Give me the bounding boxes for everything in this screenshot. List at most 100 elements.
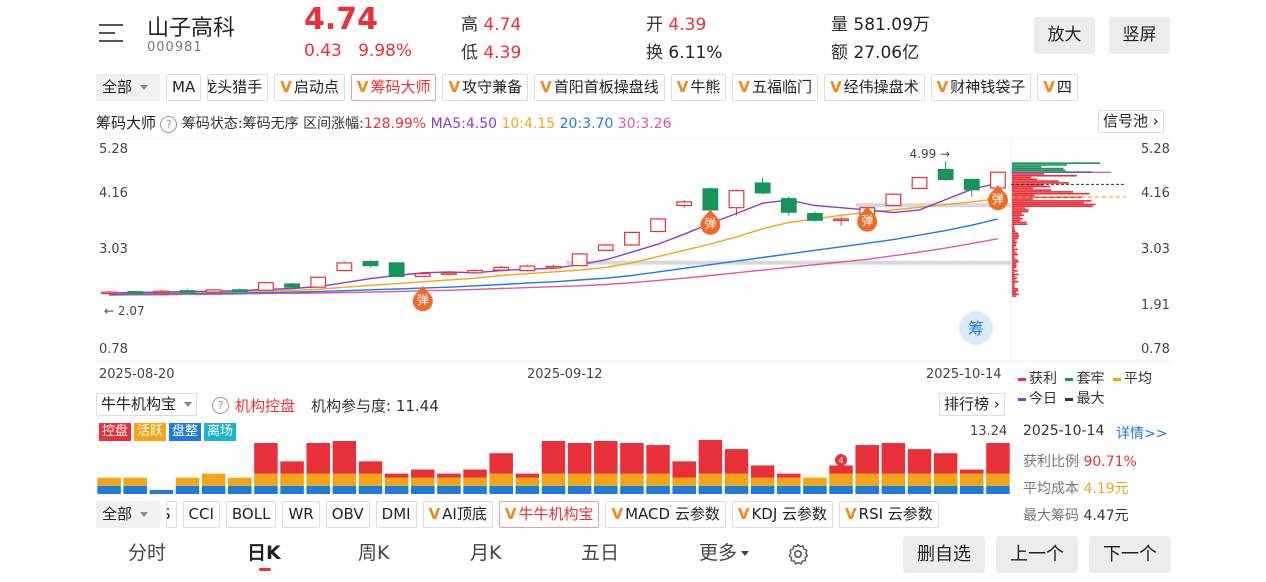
tab-monthly-k[interactable]: 月K bbox=[470, 538, 501, 565]
portrait-button[interactable]: 竖屏 bbox=[1109, 17, 1170, 54]
control-bar bbox=[672, 461, 696, 477]
sub-indicator-chip-label: KDJ 云参数 bbox=[751, 505, 827, 523]
tab-timeshare[interactable]: 分时 bbox=[128, 538, 166, 565]
indicator-chip-6[interactable]: V 首阳首板操盘线 bbox=[534, 74, 665, 101]
sub-indicator-select[interactable]: 牛牛机构宝 bbox=[96, 393, 197, 416]
chip-bar bbox=[1012, 220, 1021, 222]
active-bar bbox=[176, 478, 200, 486]
indicator-chip-0[interactable]: 全部 bbox=[96, 74, 160, 101]
institution-tags: 控盘 活跃 盘整 离场 bbox=[99, 423, 239, 441]
candle bbox=[598, 245, 613, 250]
help-icon[interactable]: ? bbox=[160, 116, 177, 133]
chip-bar bbox=[1012, 295, 1016, 297]
chip-bar bbox=[1012, 162, 1100, 164]
candle bbox=[232, 290, 247, 292]
indicator-chip-label: 启动点 bbox=[294, 78, 339, 96]
sub-indicator-chip-0[interactable]: 全部 bbox=[96, 501, 160, 528]
sub-indicator-chip-5[interactable]: OBV bbox=[326, 501, 370, 528]
previous-stock-button[interactable]: 上一个 bbox=[996, 536, 1078, 573]
rebound-badge: 弹 bbox=[413, 286, 433, 311]
rank-button[interactable]: 排行榜 › bbox=[939, 393, 1005, 416]
candle bbox=[938, 170, 953, 180]
chip-bar bbox=[1012, 227, 1015, 229]
active-bar bbox=[97, 478, 121, 486]
sub-indicator-chip-6[interactable]: DMI bbox=[376, 501, 417, 528]
indicator-chip-2[interactable]: 龙头猎手 bbox=[207, 74, 268, 101]
next-stock-button[interactable]: 下一个 bbox=[1089, 536, 1171, 573]
indicator-chip-5[interactable]: V 攻守兼备 bbox=[442, 74, 528, 101]
indicator-chip-4[interactable]: V 筹码大师 bbox=[351, 74, 437, 101]
active-bar bbox=[463, 478, 487, 486]
control-bar bbox=[516, 474, 540, 478]
institution-participation: 机构参与度: 11.44 bbox=[311, 395, 439, 416]
sub-indicator-chip-8[interactable]: V 牛牛机构宝 bbox=[499, 501, 600, 528]
rebound-badge: 弹 bbox=[700, 210, 720, 235]
chip-bar bbox=[1012, 223, 1027, 225]
indicator-chip-1[interactable]: MA bbox=[166, 74, 201, 101]
control-bar bbox=[725, 449, 749, 473]
detail-link[interactable]: 详情>> bbox=[1116, 423, 1167, 443]
indicator-chip-10[interactable]: V 财神钱袋子 bbox=[931, 74, 1032, 101]
main-indicator-info: 筹码大师 ? 筹码状态:筹码无序 区间涨幅:128.99% MA5:4.50 1… bbox=[96, 112, 671, 133]
vip-v-icon: V bbox=[611, 505, 623, 523]
institution-bar-chart[interactable]: 4 bbox=[96, 440, 1011, 496]
institution-marker-label: 4 bbox=[839, 456, 844, 465]
sub-indicator-chip-2[interactable]: CCI bbox=[183, 501, 220, 528]
indicator-chip-9[interactable]: V 经伟操盘术 bbox=[824, 74, 925, 101]
indicator-chip-label: 牛熊 bbox=[690, 78, 720, 96]
institution-tag-1: 活跃 bbox=[134, 423, 166, 441]
chip-bar bbox=[1012, 277, 1017, 279]
active-bar bbox=[228, 478, 252, 486]
sub-indicator-chip-3[interactable]: BOLL bbox=[226, 501, 277, 528]
sub-indicator-chip-label: BOLL bbox=[232, 505, 271, 523]
sub-indicator-chip-9[interactable]: V MACD 云参数 bbox=[605, 501, 725, 528]
tab-daily-k[interactable]: 日K bbox=[247, 538, 281, 565]
chip-bar bbox=[1012, 243, 1016, 245]
consolidate-bar bbox=[568, 486, 592, 494]
menu-icon[interactable] bbox=[99, 24, 123, 44]
candle bbox=[102, 292, 117, 294]
date-axis-mid: 2025-09-12 bbox=[527, 367, 603, 382]
sub-indicator-chip-10[interactable]: V KDJ 云参数 bbox=[732, 501, 833, 528]
stock-code: 000981 bbox=[147, 40, 203, 55]
indicator-chip-7[interactable]: V 牛熊 bbox=[671, 74, 727, 101]
sub-indicator-chip-4[interactable]: WR bbox=[282, 501, 319, 528]
active-bar bbox=[568, 474, 592, 486]
active-bar bbox=[829, 474, 853, 486]
indicator-name[interactable]: 筹码大师 bbox=[96, 114, 156, 132]
rebound-badge-label: 弹 bbox=[417, 293, 429, 307]
control-bar bbox=[855, 445, 879, 474]
settings-gear-icon[interactable] bbox=[786, 542, 810, 566]
sub-indicator-chip-1[interactable]: S bbox=[166, 501, 177, 528]
active-bar bbox=[411, 478, 435, 486]
tab-five-day[interactable]: 五日 bbox=[581, 538, 619, 565]
chip-bar bbox=[1012, 211, 1028, 213]
indicator-chip-3[interactable]: V 启动点 bbox=[274, 74, 345, 101]
price-change: 0.43 9.98% bbox=[304, 41, 412, 61]
chip-bar bbox=[1012, 261, 1019, 263]
signal-pool-button[interactable]: 信号池 › bbox=[1098, 110, 1164, 133]
control-bar bbox=[699, 440, 723, 474]
remove-watchlist-button[interactable]: 删自选 bbox=[903, 536, 985, 573]
low-stat: 低 4.39 bbox=[461, 38, 521, 63]
high-stat: 高 4.74 bbox=[461, 10, 521, 35]
consolidate-bar bbox=[97, 486, 121, 494]
sub-help-icon[interactable]: ? bbox=[212, 397, 229, 414]
candle bbox=[128, 292, 143, 294]
candlestick-chart[interactable]: 4.99 →← 2.07弹弹 弹弹筹 bbox=[96, 138, 1171, 362]
indicator-chip-8[interactable]: V 五福临门 bbox=[732, 74, 818, 101]
chip-bar bbox=[1012, 270, 1018, 272]
zoom-button[interactable]: 放大 bbox=[1034, 17, 1095, 54]
candle bbox=[259, 283, 274, 291]
active-bar bbox=[751, 478, 775, 486]
candle bbox=[808, 214, 823, 221]
tab-weekly-k[interactable]: 周K bbox=[358, 538, 389, 565]
active-bar bbox=[646, 474, 670, 486]
sub-indicator-chip-11[interactable]: V RSI 云参数 bbox=[839, 501, 939, 528]
chip-round-icon-label: 筹 bbox=[968, 319, 984, 338]
chip-bar bbox=[1012, 179, 1037, 181]
indicator-chip-11[interactable]: V四 bbox=[1037, 74, 1078, 101]
sub-indicator-chip-7[interactable]: V AI顶底 bbox=[423, 501, 493, 528]
chip-bar bbox=[1012, 177, 1031, 179]
tab-more[interactable]: 更多 bbox=[699, 538, 749, 565]
